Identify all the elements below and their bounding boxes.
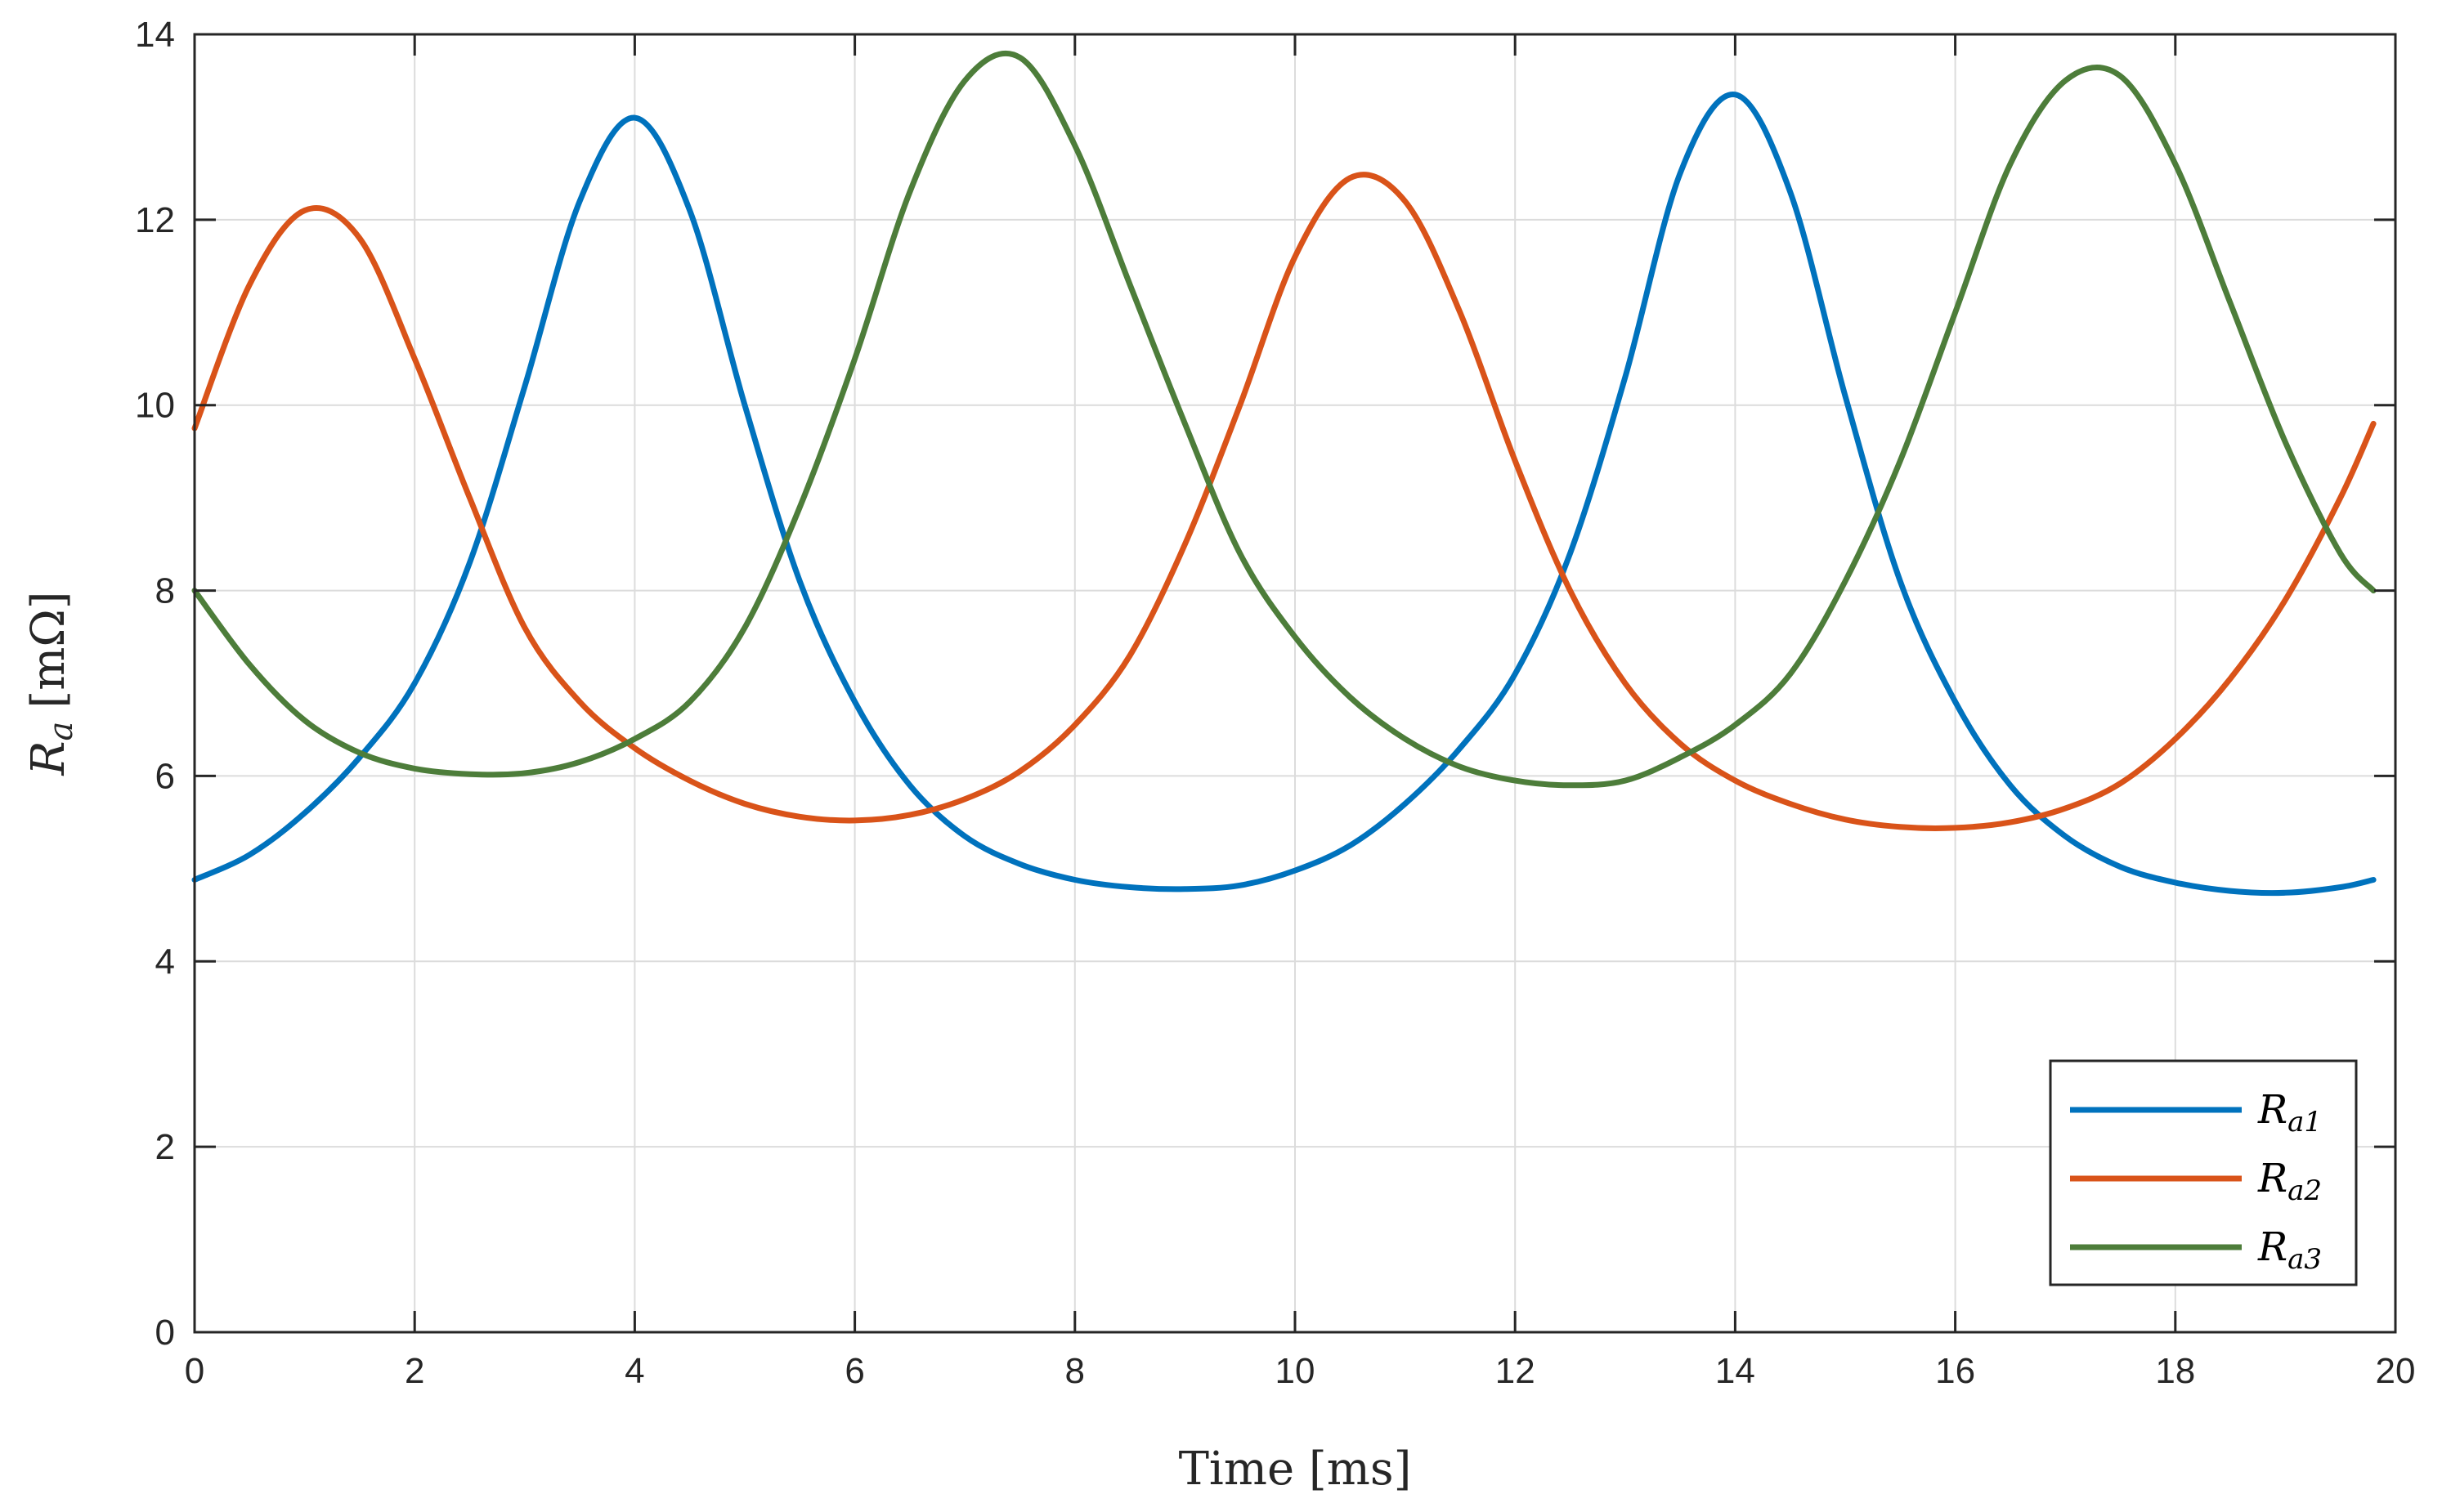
- y-tick-label: 12: [135, 200, 175, 240]
- y-tick-label: 2: [155, 1127, 175, 1167]
- x-tick-label: 4: [625, 1351, 644, 1391]
- y-tick-label: 10: [135, 386, 175, 426]
- y-tick-label: 6: [155, 756, 175, 796]
- series-lines: [191, 50, 2377, 897]
- legend-label-a2: Ra2: [2257, 1156, 2322, 1207]
- grid-lines: [195, 34, 2395, 1332]
- svg-text:Ra[mΩ]: Ra [mΩ]: [22, 591, 80, 776]
- y-tick-label: 8: [155, 571, 175, 611]
- x-axis-label: Time [ms]: [1179, 1443, 1412, 1496]
- x-tick-label: 20: [2376, 1351, 2416, 1391]
- y-axis-label-sub: a: [43, 722, 80, 741]
- y-axis-label: Ra [mΩ]: [22, 591, 80, 776]
- y-tick-label: 0: [155, 1313, 175, 1353]
- x-tick-label: 16: [1935, 1351, 1975, 1391]
- y-axis-label-unit: [mΩ]: [22, 591, 75, 708]
- y-tick-label: 14: [135, 15, 175, 55]
- legend-label-a3: Ra3: [2257, 1224, 2322, 1276]
- series-line-a2: [191, 172, 2377, 831]
- series-line-a1: [191, 92, 2377, 897]
- x-tick-label: 2: [405, 1351, 424, 1391]
- legend: Ra1 Ra2 Ra3: [2049, 1059, 2358, 1286]
- y-axis-label-main: R: [22, 740, 75, 776]
- y-tick-label: 4: [155, 942, 175, 982]
- x-tick-label: 0: [185, 1351, 204, 1391]
- x-tick-label: 12: [1495, 1351, 1535, 1391]
- x-tick-label: 14: [1715, 1351, 1755, 1391]
- x-tick-label: 6: [845, 1351, 864, 1391]
- x-tick-label: 18: [2155, 1351, 2195, 1391]
- x-tick-label: 8: [1065, 1351, 1085, 1391]
- legend-label-a1: Ra1: [2257, 1087, 2322, 1138]
- series-line-a3: [191, 50, 2377, 789]
- x-tick-label: 10: [1275, 1351, 1315, 1391]
- axis-ticks: 0 2 4 6 8 10 12 14 16 18 20 0 2 4 6 8 10 12 14: [135, 15, 2415, 1391]
